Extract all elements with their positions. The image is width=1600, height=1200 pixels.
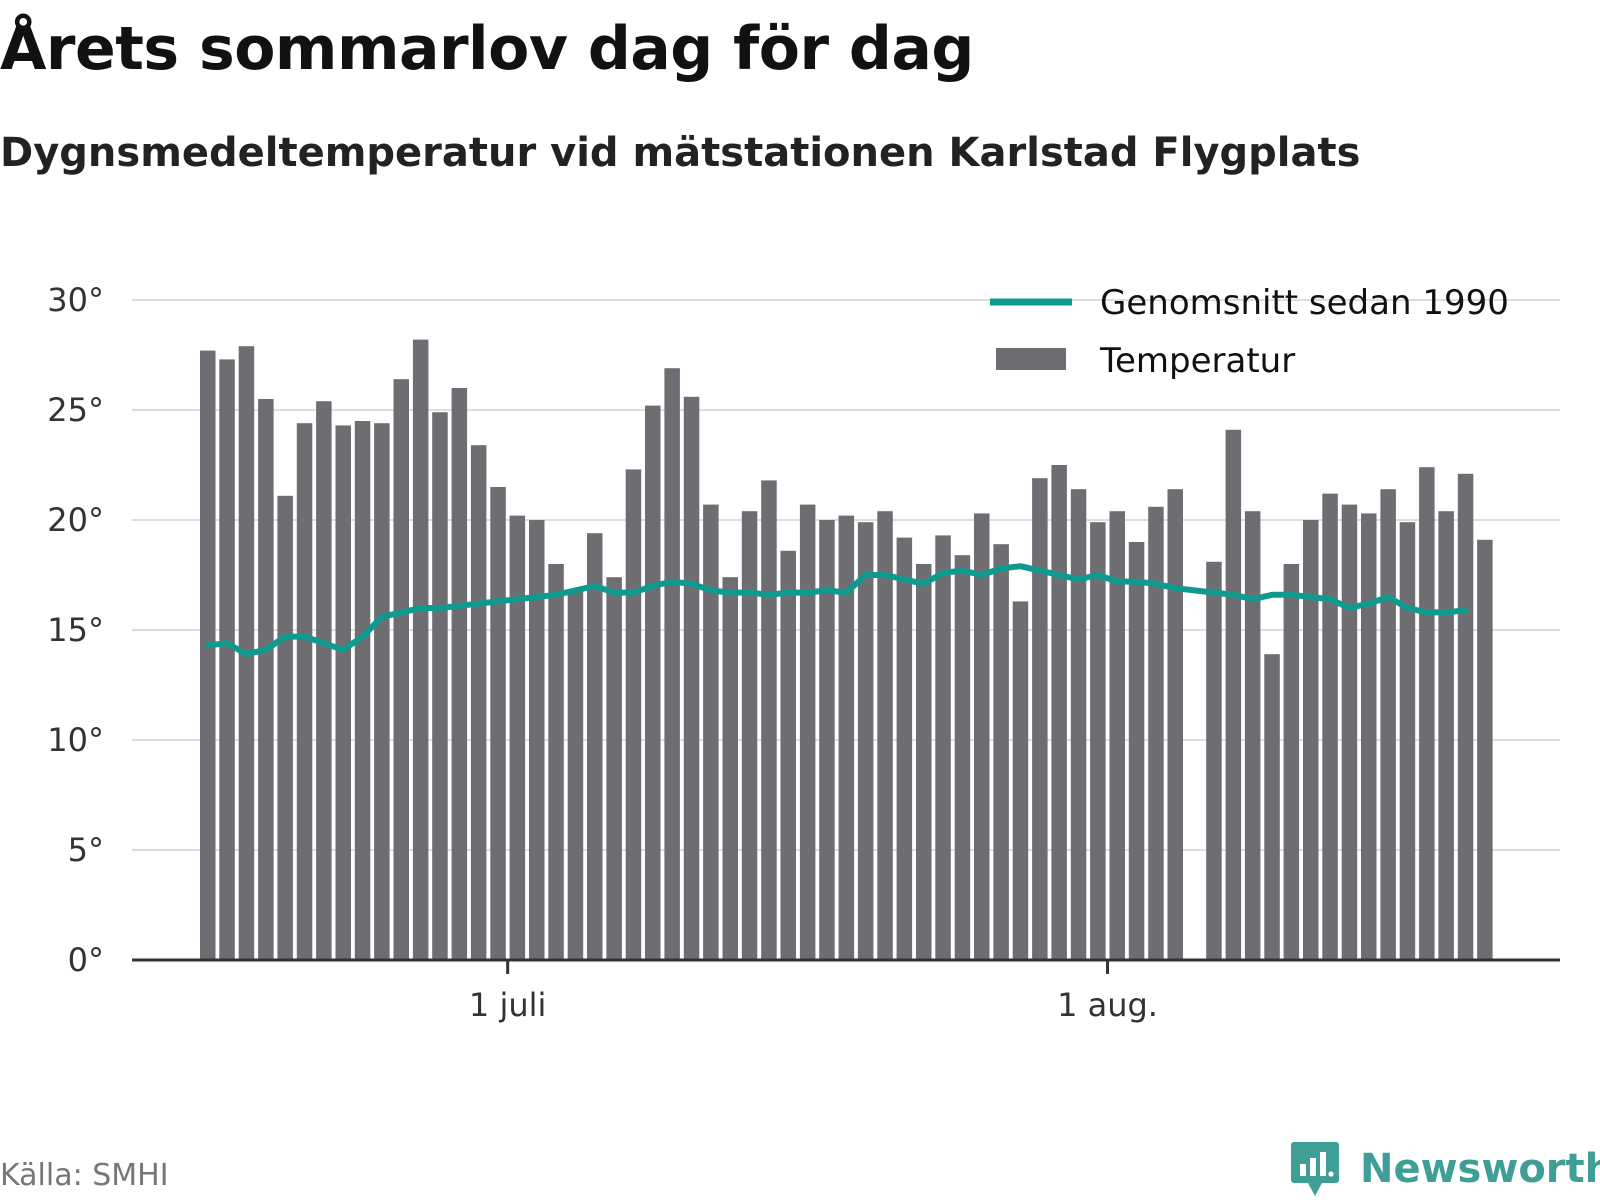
- temperature-bar: [1457, 473, 1474, 960]
- x-axis: 1 juli 1 aug.: [132, 958, 1560, 1024]
- temperature-bar: [393, 379, 409, 960]
- y-tick-label: 0°: [68, 941, 104, 979]
- temperature-bar: [935, 535, 951, 960]
- temperature-bar: [761, 480, 777, 960]
- y-tick-label: 15°: [47, 611, 104, 649]
- temperature-bar: [1148, 506, 1164, 960]
- temperature-bar: [799, 504, 816, 960]
- temperature-bar: [1438, 511, 1454, 960]
- temperature-bar: [258, 399, 274, 960]
- chart-subtitle: Dygnsmedeltemperatur vid mätstationen Ka…: [0, 130, 1361, 176]
- y-tick-label: 5°: [68, 831, 104, 869]
- temperature-bar: [1012, 601, 1029, 960]
- source-note: Källa: SMHI: [0, 1158, 169, 1193]
- temperature-bar: [1477, 539, 1493, 960]
- temperature-bar: [741, 511, 758, 960]
- temperature-bar: [1206, 561, 1222, 960]
- temperature-bar: [1225, 429, 1242, 960]
- temperature-bar: [412, 339, 429, 961]
- temperature-bars: [200, 339, 1493, 961]
- temperature-bar: [1090, 522, 1106, 960]
- y-tick-label: 25°: [47, 391, 104, 429]
- y-tick-label: 10°: [47, 721, 104, 759]
- temperature-bar: [316, 401, 332, 960]
- temperature-bar: [1341, 504, 1358, 960]
- temperature-bar: [1032, 478, 1048, 960]
- temperature-bar: [664, 368, 680, 960]
- y-axis-ticks: 0° 5° 10° 15° 20° 25° 30°: [47, 281, 104, 979]
- x-tick-label: 1 juli: [469, 986, 546, 1024]
- temperature-bar: [606, 577, 622, 960]
- temperature-bar: [780, 550, 796, 960]
- temperature-bar: [974, 513, 990, 960]
- temperature-bar: [529, 520, 545, 960]
- temperature-bar: [1322, 493, 1338, 960]
- legend: Genomsnitt sedan 1990 Temperatur: [990, 283, 1509, 381]
- temperature-bar: [490, 487, 506, 960]
- temperature-bar: [993, 544, 1009, 960]
- chart-title: Årets sommarlov dag för dag: [0, 14, 974, 84]
- temperature-bar: [722, 577, 738, 960]
- chart-svg: 0° 5° 10° 15° 20° 25° 30° 1 juli 1 aug. Genomsn…: [47, 281, 1560, 1024]
- temperature-bar: [200, 350, 216, 961]
- temperature-bar: [1244, 511, 1261, 960]
- temperature-bar: [567, 590, 584, 960]
- temperature-bar: [645, 405, 661, 961]
- temperature-bar: [1167, 489, 1183, 960]
- temperature-bar: [1399, 522, 1416, 960]
- legend-line-label: Genomsnitt sedan 1990: [1100, 283, 1509, 323]
- temperature-bar: [625, 469, 642, 960]
- temperature-bar: [374, 423, 390, 960]
- average-line-layer: [204, 563, 1469, 658]
- temperature-bar: [838, 515, 855, 960]
- temperature-bar: [1109, 511, 1125, 960]
- temperature-bar: [1419, 467, 1435, 960]
- y-tick-label: 30°: [47, 281, 104, 319]
- temperature-bar: [857, 522, 874, 960]
- newsworthy-logo[interactable]: Newsworthy: [1290, 1140, 1600, 1198]
- temperature-bar: [1264, 654, 1280, 960]
- temperature-bar: [509, 515, 526, 960]
- x-tick-label: 1 aug.: [1057, 986, 1158, 1024]
- temperature-bar: [335, 425, 351, 960]
- temperature-bar: [548, 564, 564, 960]
- temperature-bar: [296, 423, 313, 960]
- y-tick-label: 20°: [47, 501, 104, 539]
- temperature-bar: [432, 412, 448, 960]
- temperature-bar: [1128, 542, 1145, 960]
- temperature-bar: [954, 555, 971, 960]
- temperature-bar: [703, 504, 719, 960]
- temperature-bar: [819, 520, 835, 960]
- temperature-bar: [916, 564, 932, 960]
- temperature-bar: [1380, 489, 1396, 960]
- temperature-bar: [877, 511, 893, 960]
- temperature-bar: [683, 396, 700, 960]
- temperature-bar: [277, 495, 293, 960]
- temperature-bar: [1051, 465, 1067, 960]
- temperature-bar: [1070, 489, 1087, 960]
- legend-bar-label: Temperatur: [1099, 341, 1295, 381]
- temperature-bar: [219, 359, 235, 960]
- legend-bar-swatch: [996, 348, 1066, 370]
- temperature-bar: [470, 445, 487, 960]
- temperature-bar: [451, 388, 468, 960]
- newsworthy-logo-icon: [1291, 1142, 1339, 1196]
- average-line: [204, 563, 1469, 658]
- temperature-bar: [1283, 564, 1300, 960]
- temperature-bar: [354, 421, 371, 960]
- temperature-bar: [896, 537, 913, 960]
- temperature-bar: [1361, 513, 1377, 960]
- temperature-bar: [587, 533, 603, 960]
- newsworthy-brand-name: Newsworthy: [1360, 1146, 1600, 1192]
- temperature-bar: [1303, 520, 1319, 960]
